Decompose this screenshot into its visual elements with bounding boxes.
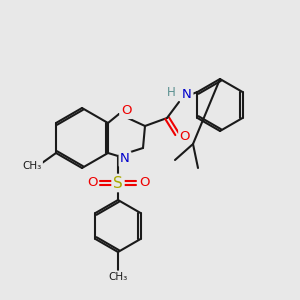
Text: O: O (139, 176, 149, 190)
Text: O: O (180, 130, 190, 142)
Text: N: N (120, 152, 130, 166)
Text: CH₃: CH₃ (22, 161, 42, 171)
Text: H: H (167, 85, 176, 98)
Text: S: S (113, 176, 123, 190)
Text: O: O (87, 176, 97, 190)
Text: N: N (182, 88, 192, 100)
Text: O: O (121, 104, 131, 118)
Text: CH₃: CH₃ (108, 272, 128, 282)
